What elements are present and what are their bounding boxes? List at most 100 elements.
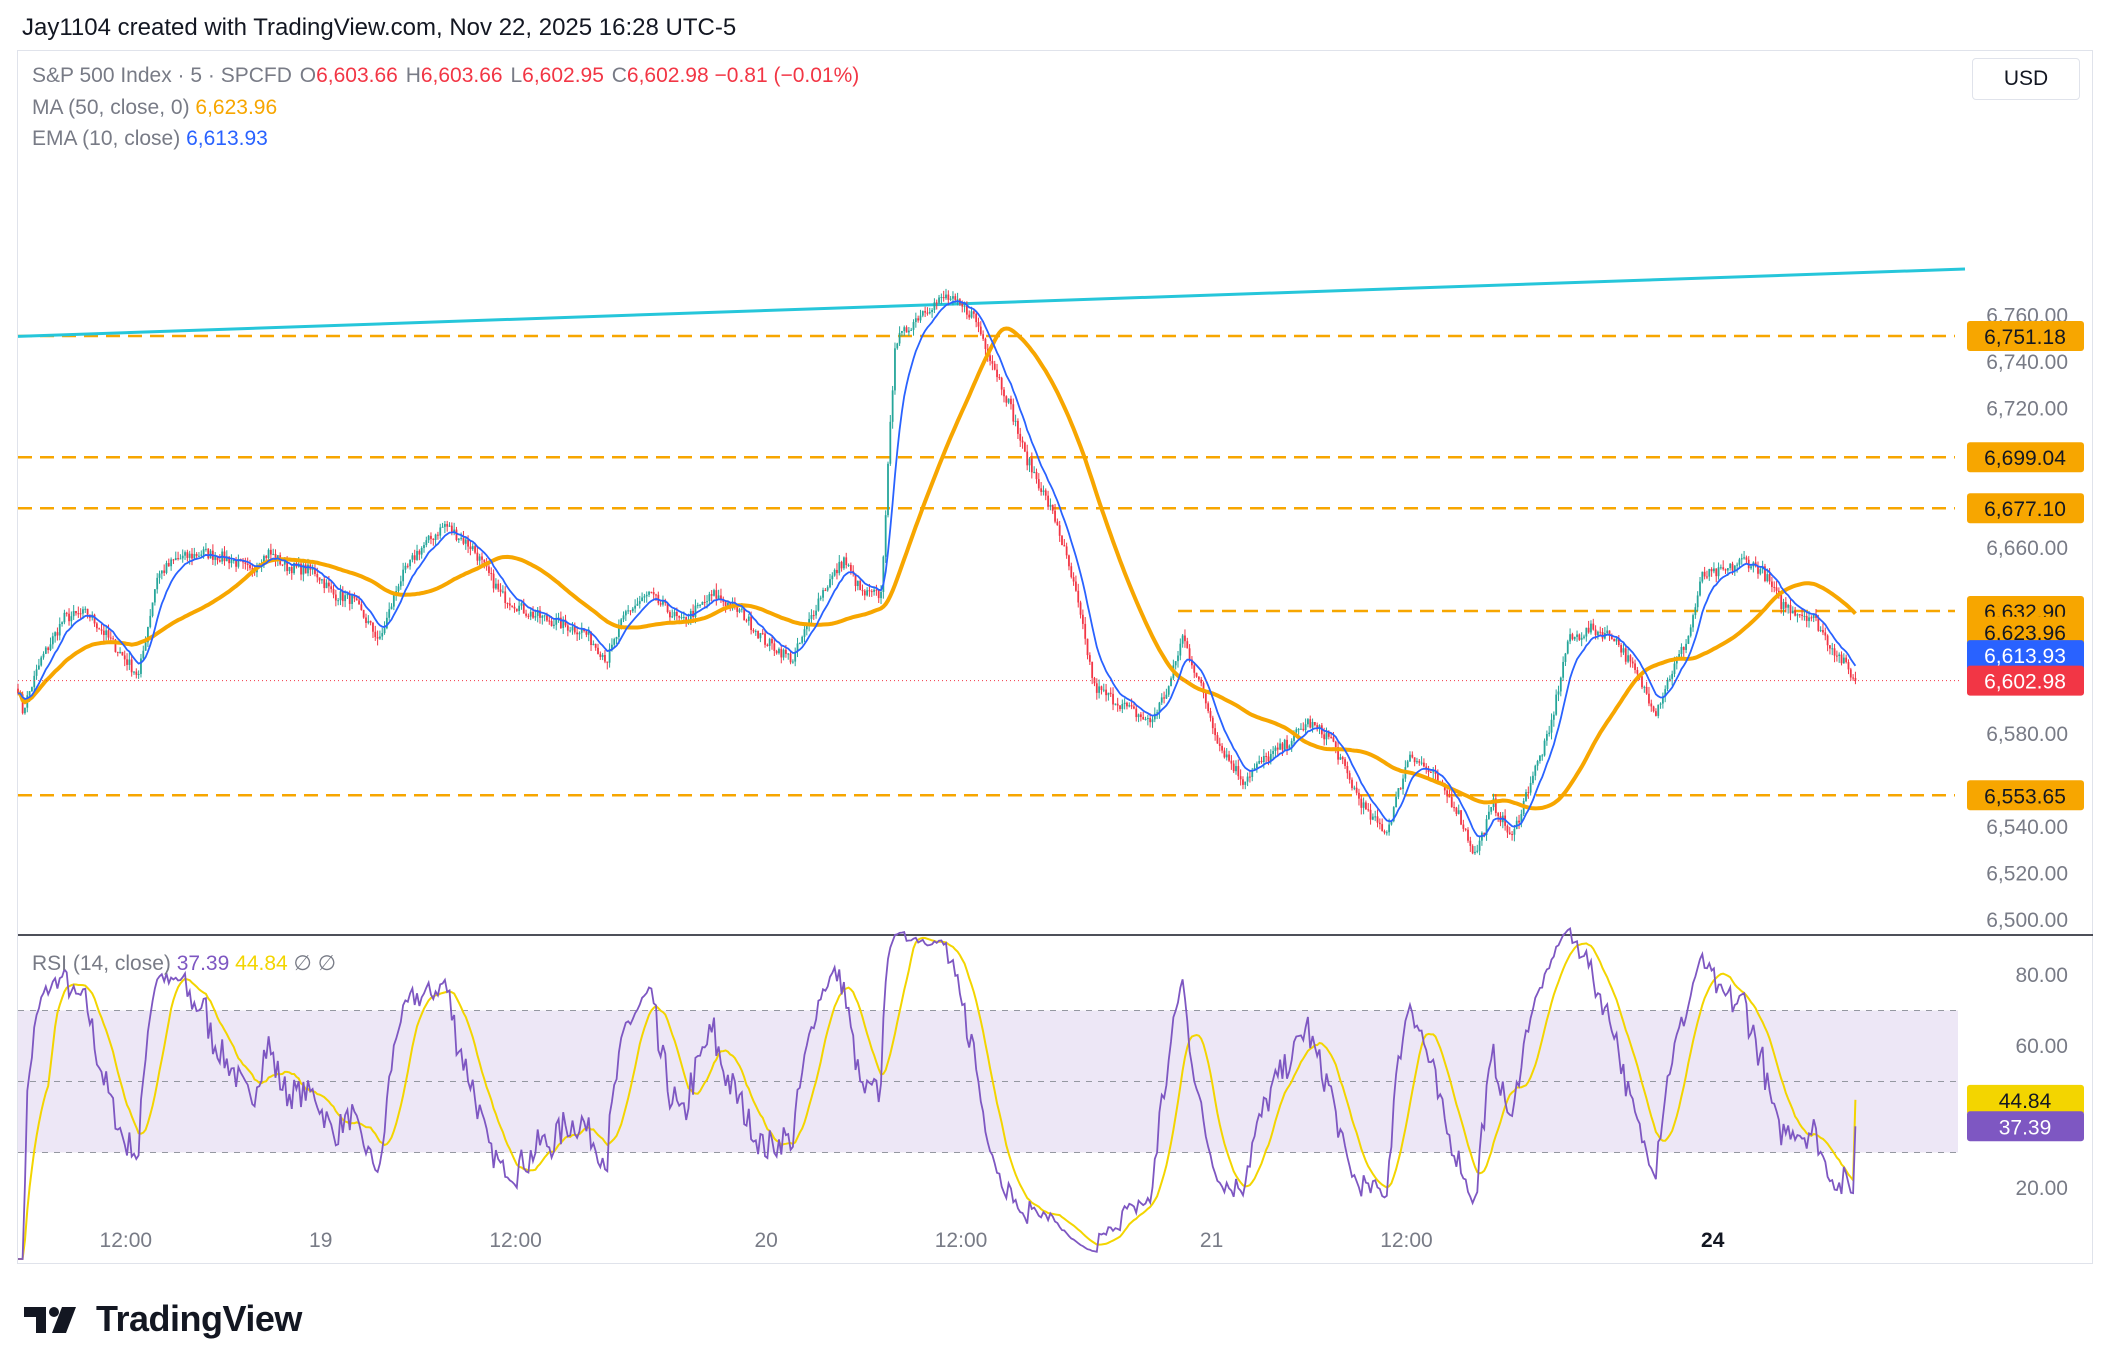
candle-body bbox=[1457, 810, 1460, 814]
candle-body bbox=[615, 637, 618, 640]
candle-body bbox=[84, 608, 87, 610]
candle-body bbox=[998, 377, 1001, 379]
candle-body bbox=[1548, 732, 1551, 735]
candle-body bbox=[1634, 663, 1636, 670]
candle-body bbox=[464, 539, 467, 544]
candle-body bbox=[1239, 776, 1242, 780]
candle-body bbox=[49, 644, 52, 651]
candle-body bbox=[200, 554, 203, 556]
candle-body bbox=[61, 622, 63, 624]
candle-body bbox=[116, 651, 119, 653]
candle-body bbox=[1534, 765, 1537, 776]
candle-body bbox=[1399, 788, 1402, 790]
candle-body bbox=[1137, 714, 1140, 718]
currency-button[interactable]: USD bbox=[1972, 58, 2080, 100]
candle-body bbox=[170, 559, 173, 567]
candle-body bbox=[1188, 648, 1191, 660]
candle-body bbox=[761, 633, 764, 635]
candle-body bbox=[346, 593, 349, 596]
candle-body bbox=[425, 540, 428, 546]
brand-name: TradingView bbox=[96, 1298, 302, 1339]
time-tick-label: 20 bbox=[754, 1229, 777, 1252]
brand-logo[interactable]: TradingView bbox=[22, 1298, 302, 1340]
candle-body bbox=[1207, 703, 1210, 712]
candle-body bbox=[963, 305, 966, 307]
candle-body bbox=[965, 305, 968, 315]
candle-body bbox=[147, 626, 149, 643]
candle-body bbox=[1536, 761, 1539, 766]
candle-body bbox=[1054, 510, 1056, 522]
candle-body bbox=[977, 322, 980, 327]
candle-body bbox=[710, 594, 713, 596]
candle-body bbox=[1216, 735, 1219, 744]
ema-label: EMA (10, close) bbox=[32, 127, 181, 150]
candle-body bbox=[1796, 614, 1799, 616]
candle-body bbox=[1362, 802, 1365, 808]
candle-body bbox=[522, 603, 525, 614]
candle-body bbox=[274, 553, 277, 561]
rsi-extra-2: ∅ bbox=[317, 952, 336, 975]
candle-body bbox=[826, 587, 829, 591]
candle-body bbox=[1436, 773, 1439, 783]
rsi-value: 37.39 bbox=[176, 952, 230, 975]
candle-body bbox=[861, 590, 864, 592]
candle-body bbox=[880, 591, 882, 599]
candle-body bbox=[1680, 646, 1683, 655]
candle-body bbox=[571, 626, 574, 631]
candle-body bbox=[1246, 776, 1249, 782]
candle-body bbox=[819, 597, 822, 599]
candle-body bbox=[778, 648, 780, 654]
candle-body bbox=[439, 527, 442, 536]
candle-body bbox=[1464, 828, 1467, 830]
candle-body bbox=[153, 589, 156, 603]
candle-body bbox=[1808, 617, 1810, 622]
candle-body bbox=[1021, 440, 1024, 443]
candle-body bbox=[975, 313, 978, 323]
candle-body bbox=[1042, 490, 1045, 492]
candle-body bbox=[1545, 734, 1548, 741]
candle-body bbox=[724, 601, 727, 606]
candle-body bbox=[789, 653, 792, 663]
candle-body bbox=[1824, 632, 1827, 636]
candle-body bbox=[866, 590, 869, 596]
candle-body bbox=[1715, 568, 1718, 577]
candle-body bbox=[961, 303, 964, 307]
candle-body bbox=[390, 606, 393, 610]
candle-body bbox=[457, 538, 460, 540]
candle-body bbox=[17, 688, 19, 694]
candle-body bbox=[1432, 771, 1435, 773]
candle-body bbox=[402, 569, 405, 582]
candle-body bbox=[1114, 703, 1117, 705]
candle-body bbox=[413, 555, 416, 560]
candle-body bbox=[399, 581, 402, 587]
candle-body bbox=[181, 555, 184, 559]
candle-body bbox=[896, 343, 899, 349]
candle-body bbox=[1030, 458, 1033, 473]
candle-body bbox=[453, 529, 456, 533]
candle-body bbox=[1181, 635, 1184, 644]
candle-body bbox=[1334, 741, 1337, 747]
ma-line bbox=[17, 326, 1857, 811]
candle-body bbox=[47, 647, 50, 651]
candle-body bbox=[1571, 634, 1574, 640]
candle-body bbox=[1599, 631, 1602, 633]
candle-body bbox=[924, 311, 927, 313]
candle-body bbox=[1295, 729, 1298, 733]
candle-body bbox=[659, 603, 662, 605]
candle-body bbox=[1448, 796, 1451, 798]
rsi-legend[interactable]: RSI (14, close) 37.39 44.84 ∅ ∅ bbox=[32, 951, 336, 976]
ma-legend[interactable]: MA (50, close, 0) 6,623.96 bbox=[32, 96, 277, 120]
candle-body bbox=[1434, 771, 1437, 774]
ema-legend[interactable]: EMA (10, close) 6,613.93 bbox=[32, 127, 268, 151]
candle-body bbox=[228, 556, 231, 564]
chart-frame bbox=[17, 50, 2093, 1264]
candle-body bbox=[246, 563, 249, 566]
candle-body bbox=[1471, 845, 1474, 854]
candle-body bbox=[1279, 743, 1281, 750]
candle-body bbox=[1327, 732, 1330, 737]
level-tag-0: 6,751.18 bbox=[1984, 326, 2066, 349]
candle-body bbox=[1056, 521, 1059, 526]
candle-body bbox=[940, 297, 943, 299]
candle-body bbox=[1383, 831, 1386, 833]
